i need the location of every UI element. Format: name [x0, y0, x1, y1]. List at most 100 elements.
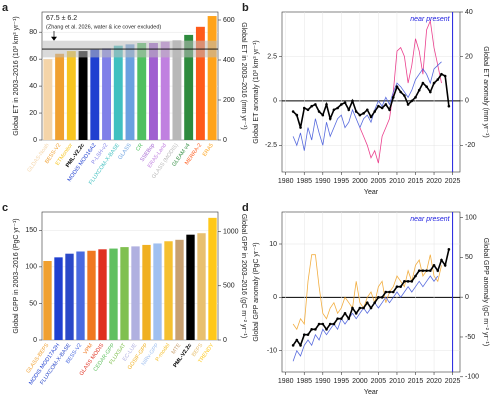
- series-point: [310, 104, 313, 108]
- series-point: [336, 106, 339, 110]
- series-point: [432, 264, 436, 267]
- y2-tick-label: -100: [465, 374, 479, 381]
- series-point: [365, 108, 369, 112]
- panel-label: a: [2, 2, 9, 14]
- x-tick-label: 2010: [389, 178, 405, 185]
- series-point: [414, 96, 417, 99]
- bar: [98, 249, 107, 340]
- category-label: CR: [135, 143, 144, 153]
- series-point: [377, 104, 380, 108]
- bar: [55, 53, 65, 141]
- bar: [78, 51, 88, 140]
- series-point: [347, 317, 351, 320]
- series-point: [325, 328, 328, 331]
- series-point: [295, 338, 299, 342]
- x-tick-label: 2005: [371, 178, 387, 185]
- bar: [102, 48, 111, 140]
- y-tick-label: 150: [25, 227, 37, 234]
- y2-tick-label: 0: [465, 294, 469, 301]
- series-point: [365, 301, 369, 304]
- bar: [208, 217, 217, 340]
- series-point: [332, 322, 336, 326]
- series-point: [325, 103, 328, 106]
- x-tick-label: 2010: [389, 378, 405, 385]
- series-point: [417, 269, 421, 272]
- series-point: [391, 290, 395, 294]
- y-tick-label: -10: [267, 348, 277, 355]
- x-axis-title: Year: [364, 189, 379, 196]
- series-point: [384, 290, 388, 294]
- bar: [120, 247, 129, 340]
- series-point: [362, 306, 365, 310]
- y2-axis-title: Global GPP anomaly (gC m⁻² yr⁻¹): [482, 238, 489, 346]
- y2-tick-label: 500: [223, 283, 235, 290]
- y-tick-label: 80: [29, 29, 37, 36]
- series-point: [351, 99, 354, 103]
- series-point: [406, 280, 410, 283]
- series-line: [359, 19, 442, 164]
- series-point: [291, 344, 295, 347]
- x-tick-label: 2000: [352, 178, 368, 185]
- y-axis-title: Global GPP in 2003–2016 (PgC yr⁻¹): [13, 218, 20, 333]
- y-tick-label: 20: [29, 110, 37, 117]
- x-tick-label: 1990: [315, 178, 331, 185]
- series-point: [343, 101, 347, 104]
- series-point: [358, 306, 362, 310]
- series-line: [292, 254, 442, 331]
- series-point: [314, 103, 317, 106]
- y2-tick-label: 200: [223, 97, 235, 104]
- bar: [109, 248, 118, 340]
- series-point: [436, 269, 440, 272]
- series-point: [406, 103, 410, 106]
- arrow-head: [51, 36, 57, 41]
- series-point: [443, 74, 447, 78]
- y-axis-title: Global ET in 2003–2016 (10³ km³ yr⁻¹): [13, 16, 20, 136]
- bar: [149, 42, 158, 141]
- y-tick-label: 0: [273, 294, 277, 301]
- bar: [65, 253, 74, 340]
- series-point: [340, 103, 343, 106]
- series-point: [417, 88, 421, 92]
- series-point: [302, 333, 306, 336]
- series-point: [317, 110, 321, 113]
- series-point: [395, 285, 399, 288]
- x-tick-label: 2020: [426, 178, 442, 185]
- series-point: [369, 115, 373, 119]
- series-point: [388, 108, 391, 112]
- bar: [142, 244, 151, 340]
- x-tick-label: 1980: [278, 178, 294, 185]
- series-point: [388, 290, 391, 294]
- x-tick-label: 1990: [315, 378, 331, 385]
- series-point: [369, 306, 373, 310]
- y-axis-title: Global GPP anomaly (PgC yr⁻¹): [253, 242, 260, 341]
- present-label: near present: [410, 16, 450, 23]
- category-label: ERA5: [202, 143, 215, 158]
- series-point: [425, 85, 428, 88]
- plot-frame: [281, 211, 461, 373]
- x-tick-label: 1985: [296, 178, 312, 185]
- series-point: [399, 90, 402, 94]
- series-point: [310, 328, 313, 331]
- y2-tick-label: 0: [223, 137, 227, 144]
- series-point: [440, 72, 443, 76]
- bar: [43, 261, 52, 340]
- series-point: [391, 96, 395, 99]
- y2-tick-label: 20: [465, 53, 473, 60]
- y2-axis-title: Global ET in 2003–2016 (mm yr⁻¹): [240, 22, 247, 129]
- y2-tick-label: -20: [465, 142, 475, 149]
- series-point: [347, 108, 351, 112]
- series-point: [421, 269, 425, 272]
- bar: [113, 45, 123, 140]
- series-point: [380, 106, 384, 110]
- series-point: [321, 113, 325, 117]
- x-tick-label: 1985: [296, 378, 312, 385]
- y-axis-title: Global ET anomaly (10³ km³ yr⁻¹): [253, 40, 260, 144]
- reference-label: 67.5 ± 6.2: [46, 15, 77, 22]
- y2-tick-label: 0: [465, 98, 469, 105]
- series-point: [429, 90, 432, 94]
- series-point: [410, 280, 414, 283]
- y2-tick-label: 400: [223, 57, 235, 64]
- series-point: [395, 85, 399, 88]
- bar: [90, 49, 100, 140]
